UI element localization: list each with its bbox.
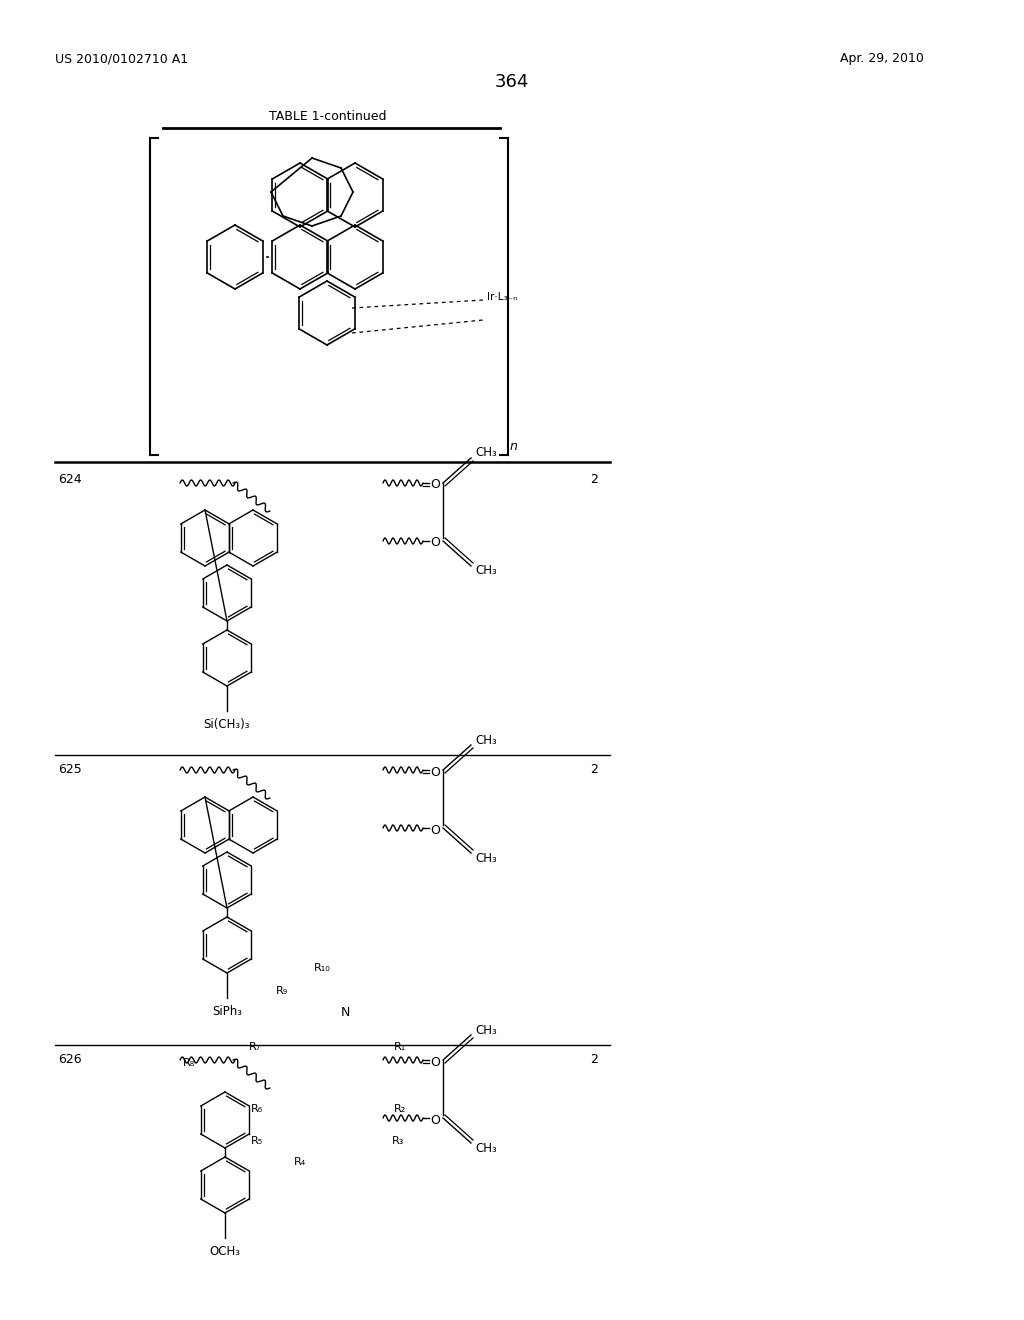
- Text: Apr. 29, 2010: Apr. 29, 2010: [840, 51, 924, 65]
- Text: O: O: [430, 824, 440, 837]
- Text: R₇: R₇: [249, 1041, 261, 1052]
- Text: CH₃: CH₃: [475, 1142, 497, 1155]
- Text: O: O: [430, 536, 440, 549]
- Text: R₅: R₅: [251, 1137, 263, 1146]
- Text: 626: 626: [58, 1053, 82, 1067]
- Text: R₂: R₂: [394, 1104, 407, 1114]
- Text: 624: 624: [58, 473, 82, 486]
- Text: 2: 2: [590, 763, 598, 776]
- Text: SiPh₃: SiPh₃: [212, 1005, 242, 1018]
- Text: N: N: [340, 1006, 349, 1019]
- Text: 2: 2: [590, 1053, 598, 1067]
- Text: OCH₃: OCH₃: [210, 1245, 241, 1258]
- Text: R₁: R₁: [394, 1041, 407, 1052]
- Text: Ir·L₃₋ₙ: Ir·L₃₋ₙ: [487, 292, 517, 302]
- Text: 625: 625: [58, 763, 82, 776]
- Text: O: O: [430, 1114, 440, 1126]
- Text: R₃: R₃: [392, 1137, 404, 1146]
- Text: n: n: [510, 440, 518, 453]
- Text: O: O: [430, 1056, 440, 1068]
- Text: TABLE 1-continued: TABLE 1-continued: [269, 110, 387, 123]
- Text: R₈: R₈: [183, 1059, 195, 1068]
- Text: R₁₀: R₁₀: [313, 964, 331, 973]
- Text: CH₃: CH₃: [475, 1023, 497, 1036]
- Text: CH₃: CH₃: [475, 565, 497, 578]
- Text: 364: 364: [495, 73, 529, 91]
- Text: R₄: R₄: [294, 1158, 306, 1167]
- Text: O: O: [430, 766, 440, 779]
- Text: CH₃: CH₃: [475, 446, 497, 459]
- Text: O: O: [430, 479, 440, 491]
- Text: US 2010/0102710 A1: US 2010/0102710 A1: [55, 51, 188, 65]
- Text: CH₃: CH₃: [475, 851, 497, 865]
- Text: R₉: R₉: [275, 986, 288, 997]
- Text: R₆: R₆: [251, 1104, 263, 1114]
- Text: Si(CH₃)₃: Si(CH₃)₃: [204, 718, 250, 731]
- Text: 2: 2: [590, 473, 598, 486]
- Text: CH₃: CH₃: [475, 734, 497, 747]
